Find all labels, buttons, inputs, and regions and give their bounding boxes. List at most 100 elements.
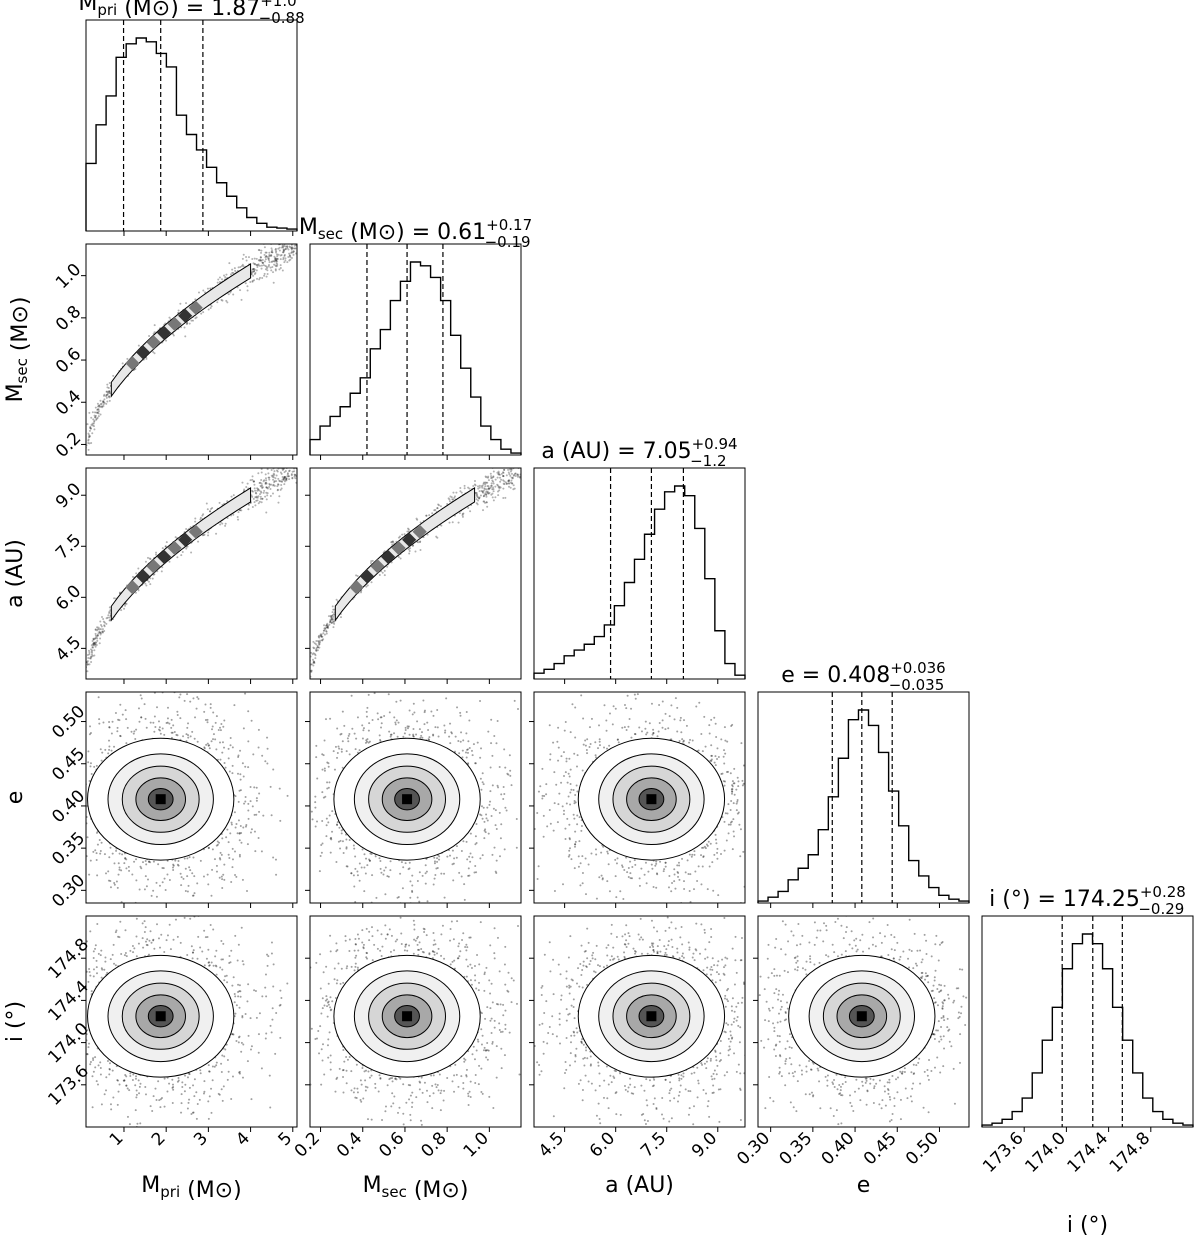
scatter-panel-m_pri-e <box>80 692 289 903</box>
sample-point <box>103 624 106 627</box>
sample-point <box>492 488 495 491</box>
sample-point <box>311 653 314 656</box>
sample-point <box>283 476 286 479</box>
sample-point <box>296 460 298 462</box>
sample-point <box>411 884 414 887</box>
sample-point <box>272 856 275 859</box>
sample-point <box>276 255 279 258</box>
density-bin <box>135 569 151 584</box>
sample-point <box>271 251 274 254</box>
sample-point <box>328 623 331 626</box>
sample-point <box>418 871 421 874</box>
sample-point <box>356 874 359 877</box>
sample-point <box>238 832 241 835</box>
sample-point <box>326 626 329 629</box>
sample-point <box>506 772 509 775</box>
sample-point <box>475 498 478 501</box>
hist-panel-m_pri <box>85 19 298 232</box>
sample-point <box>105 872 108 875</box>
sample-point <box>88 435 91 438</box>
sample-point <box>231 847 234 850</box>
sample-point <box>490 493 493 496</box>
sample-point <box>109 618 112 621</box>
sample-point <box>277 242 279 244</box>
sample-point <box>88 733 91 736</box>
sample-point <box>234 873 237 876</box>
sample-point <box>113 597 116 600</box>
sample-point <box>110 732 113 735</box>
sample-point <box>509 468 512 471</box>
sample-point <box>502 471 505 474</box>
sample-point <box>80 788 82 790</box>
sample-point <box>244 795 247 798</box>
hist-e <box>757 709 970 903</box>
sample-point <box>276 263 279 266</box>
sample-point <box>234 795 237 798</box>
sample-point <box>510 784 513 787</box>
sample-point <box>126 726 129 729</box>
sample-point <box>268 261 271 264</box>
sample-point <box>96 411 99 414</box>
sample-point <box>218 276 221 279</box>
sample-point <box>101 628 104 631</box>
sample-point <box>283 249 286 252</box>
sample-point <box>99 413 102 416</box>
sample-point <box>186 857 189 860</box>
sample-point <box>262 480 265 483</box>
sample-point <box>107 387 110 390</box>
sample-point <box>108 726 111 729</box>
sample-point <box>90 653 93 656</box>
sample-point <box>108 606 111 609</box>
sample-point <box>274 268 277 271</box>
sample-point <box>268 254 271 257</box>
sample-point <box>108 748 111 751</box>
sample-point <box>258 249 261 252</box>
sample-point <box>502 479 505 482</box>
sample-point <box>107 614 110 617</box>
sample-point <box>425 910 427 912</box>
sample-point <box>420 731 423 734</box>
sample-point <box>362 729 365 732</box>
sample-point <box>316 649 319 652</box>
sample-point <box>288 259 291 262</box>
sample-point <box>253 263 256 266</box>
sample-point <box>249 479 252 482</box>
sample-point <box>244 800 247 803</box>
sample-point <box>502 474 505 477</box>
sample-point <box>237 511 240 514</box>
sample-point <box>252 480 255 483</box>
sample-point <box>93 428 96 431</box>
sample-point <box>451 498 454 501</box>
sample-point <box>148 860 151 863</box>
sample-point <box>239 824 242 827</box>
sample-point <box>483 500 486 503</box>
sample-point <box>97 408 100 411</box>
sample-point <box>131 575 134 578</box>
sample-point <box>251 257 254 260</box>
sample-point <box>432 734 435 737</box>
sample-point <box>186 875 189 878</box>
sample-point <box>469 510 472 513</box>
sample-point <box>92 643 95 646</box>
sample-point <box>87 442 90 445</box>
sample-point <box>499 480 502 483</box>
sample-point <box>108 610 111 613</box>
sample-point <box>394 721 397 724</box>
sample-point <box>294 247 297 250</box>
sample-point <box>188 322 191 325</box>
sample-point <box>498 487 501 490</box>
sample-point <box>293 447 295 449</box>
sample-point <box>87 750 90 753</box>
sample-point <box>202 513 205 516</box>
sample-point <box>261 486 264 489</box>
sample-point <box>275 258 278 261</box>
sample-point <box>253 268 256 271</box>
sample-point <box>510 462 512 464</box>
sample-point <box>310 670 313 673</box>
sample-point <box>102 400 105 403</box>
sample-point <box>102 721 105 724</box>
sample-point <box>91 432 94 435</box>
sample-point <box>92 418 95 421</box>
sample-point <box>93 642 96 645</box>
sample-point <box>242 265 245 268</box>
